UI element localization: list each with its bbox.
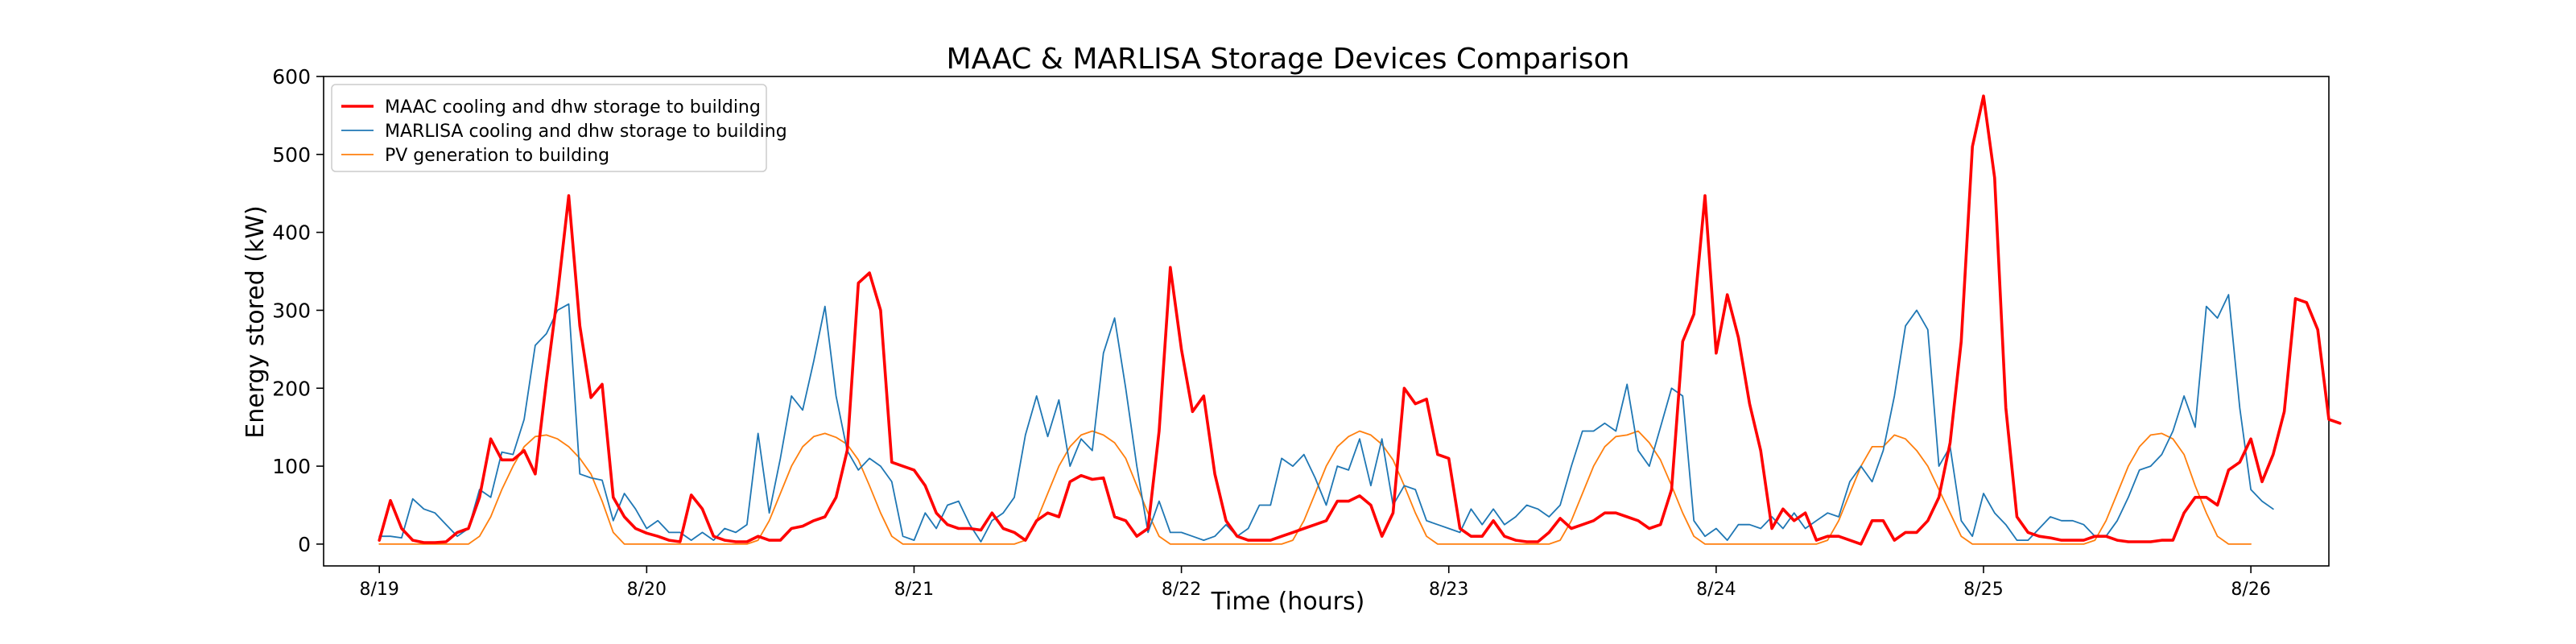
y-tick-label: 100 [272, 455, 311, 478]
legend-entry-label: MAAC cooling and dhw storage to building [385, 97, 761, 118]
y-tick-label: 200 [272, 377, 311, 400]
x-tick-label: 8/21 [894, 580, 934, 600]
y-axis-label: Energy stored (kW) [242, 205, 270, 438]
legend-box [331, 84, 767, 172]
plot-frame [323, 76, 2330, 567]
series-line-pv-generation-to-building [378, 430, 2252, 545]
x-tick-label: 8/26 [2231, 580, 2270, 600]
x-tick-label: 8/24 [1696, 580, 1736, 600]
x-tick-label: 8/25 [1963, 580, 2003, 600]
x-axis-label: Time (hours) [1211, 588, 1365, 616]
x-tick-label: 8/23 [1429, 580, 1468, 600]
x-tick-label: 8/22 [1162, 580, 1201, 600]
x-tick-label: 8/19 [359, 580, 398, 600]
series-line-maac-cooling-and-dhw-storage-to-building [378, 94, 2342, 546]
y-tick-label: 0 [298, 533, 311, 556]
legend-entry-label: PV generation to building [385, 146, 609, 166]
legend-entry-label: MARLISA cooling and dhw storage to build… [385, 122, 787, 142]
series-line-marlisa-cooling-and-dhw-storage-to-building [378, 294, 2274, 543]
plot-area: 0 100 200 300 400 500 600 8/19 8/20 8/21 8/22 8/23 8… [272, 65, 2342, 600]
legend: MAAC cooling and dhw storage to building… [331, 84, 787, 172]
y-tick-label: 600 [272, 65, 311, 89]
chart-title: MAAC & MARLISA Storage Devices Compariso… [947, 43, 1630, 76]
y-tick-label: 500 [272, 143, 311, 167]
x-tick-label: 8/20 [627, 580, 667, 600]
y-tick-label: 300 [272, 299, 311, 322]
y-tick-label: 400 [272, 221, 311, 245]
